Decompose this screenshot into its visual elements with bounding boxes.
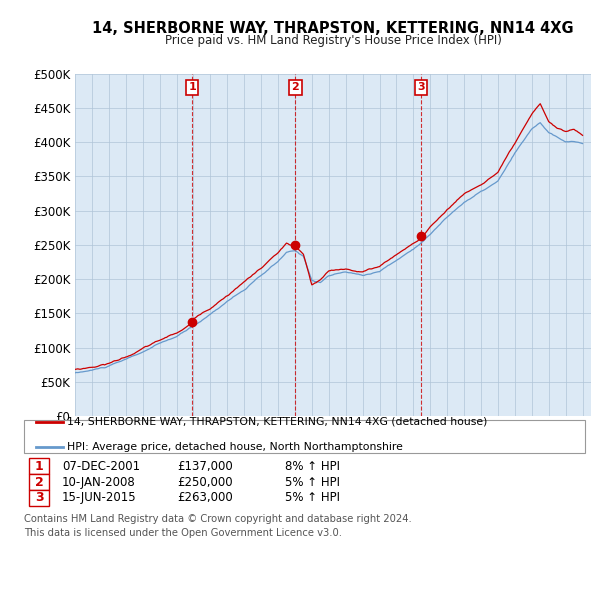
Text: 14, SHERBORNE WAY, THRAPSTON, KETTERING, NN14 4XG: 14, SHERBORNE WAY, THRAPSTON, KETTERING,… <box>92 21 574 35</box>
Text: £263,000: £263,000 <box>177 491 233 504</box>
Text: £250,000: £250,000 <box>177 476 233 489</box>
Text: Contains HM Land Registry data © Crown copyright and database right 2024.
This d: Contains HM Land Registry data © Crown c… <box>24 514 412 539</box>
Text: 10-JAN-2008: 10-JAN-2008 <box>62 476 136 489</box>
Text: 14, SHERBORNE WAY, THRAPSTON, KETTERING, NN14 4XG (detached house): 14, SHERBORNE WAY, THRAPSTON, KETTERING,… <box>67 417 488 427</box>
Text: 3: 3 <box>35 491 43 504</box>
Text: 1: 1 <box>35 460 43 473</box>
Text: 8% ↑ HPI: 8% ↑ HPI <box>285 460 340 473</box>
Text: 3: 3 <box>417 83 425 93</box>
Text: 2: 2 <box>292 83 299 93</box>
Text: 1: 1 <box>188 83 196 93</box>
Text: 15-JUN-2015: 15-JUN-2015 <box>62 491 136 504</box>
Text: 5% ↑ HPI: 5% ↑ HPI <box>285 476 340 489</box>
Text: 2: 2 <box>35 476 43 489</box>
Text: £137,000: £137,000 <box>177 460 233 473</box>
Text: 5% ↑ HPI: 5% ↑ HPI <box>285 491 340 504</box>
Text: HPI: Average price, detached house, North Northamptonshire: HPI: Average price, detached house, Nort… <box>67 442 403 452</box>
Text: Price paid vs. HM Land Registry's House Price Index (HPI): Price paid vs. HM Land Registry's House … <box>164 34 502 47</box>
Text: 07-DEC-2001: 07-DEC-2001 <box>62 460 140 473</box>
